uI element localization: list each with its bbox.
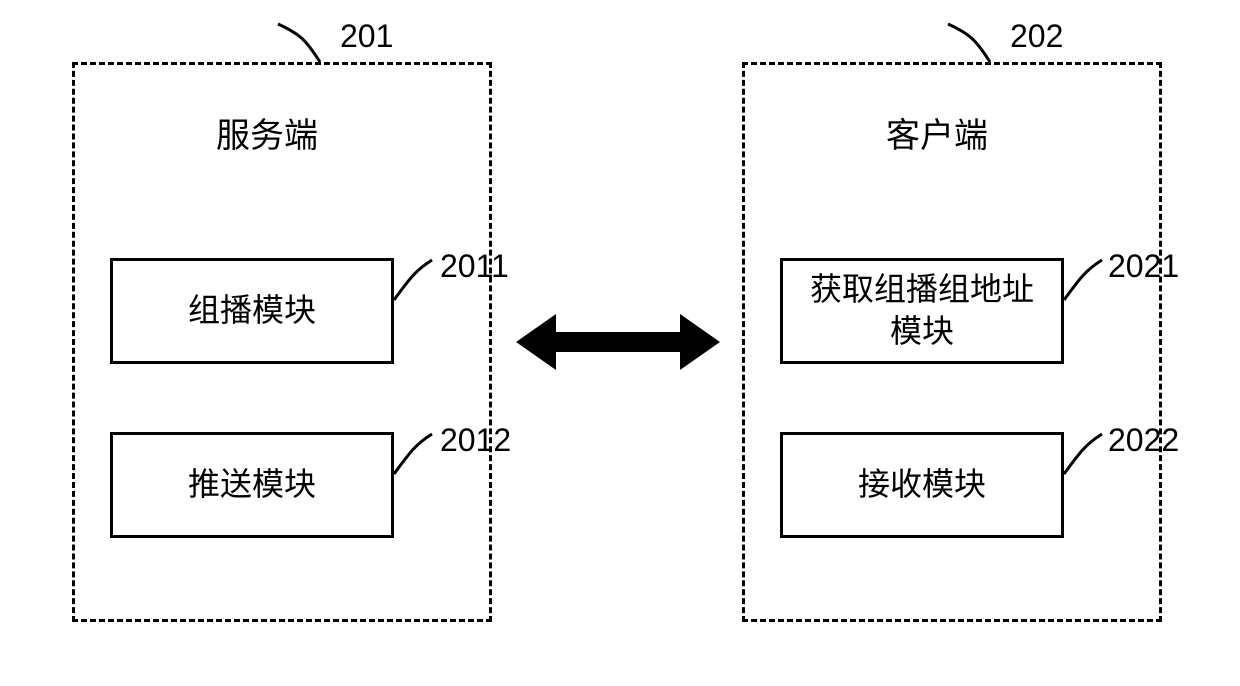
module-tick-receive (0, 0, 1240, 686)
